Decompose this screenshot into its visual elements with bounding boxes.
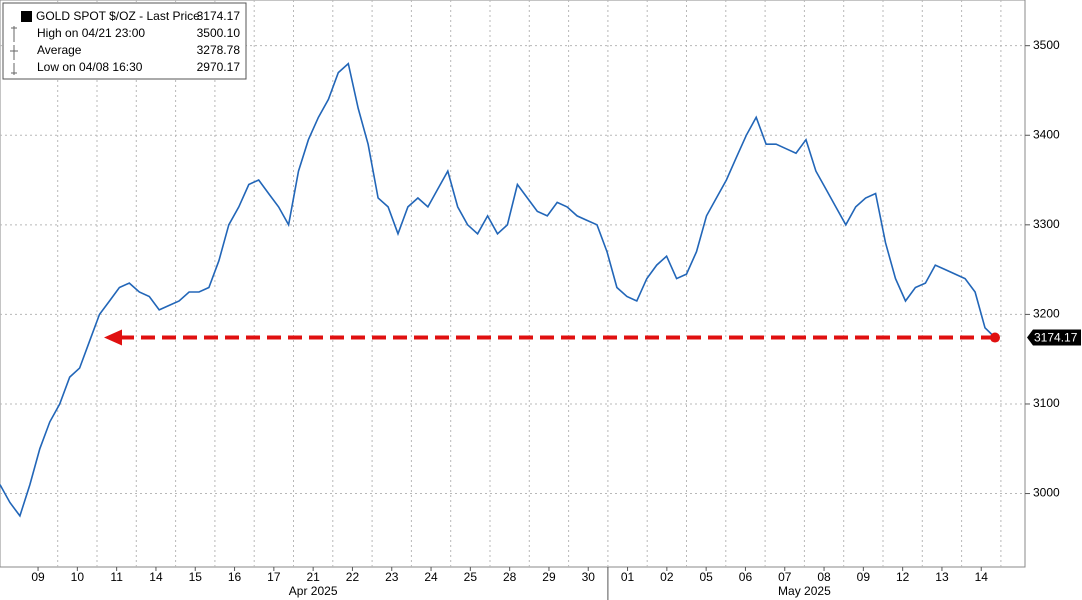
legend: GOLD SPOT $/OZ - Last Price 3174.17 High…	[2, 2, 247, 80]
legend-swatch	[21, 11, 32, 22]
x-tick-label: 25	[464, 570, 478, 584]
y-tick-label: 3500	[1033, 38, 1060, 52]
y-tick-label: 3200	[1033, 307, 1060, 321]
x-tick-label: 14	[975, 570, 989, 584]
arrow-head	[104, 329, 122, 346]
price-line	[0, 62, 996, 518]
legend-icons	[10, 26, 18, 75]
x-tick-label: 17	[267, 570, 281, 584]
x-tick-label: 14	[149, 570, 163, 584]
last-price-dot	[990, 332, 1000, 343]
y-tick-label: 3100	[1033, 396, 1060, 410]
legend-label: GOLD SPOT $/OZ - Last Price	[36, 9, 200, 23]
x-tick-label: 30	[582, 570, 596, 584]
x-tick-label: 01	[621, 570, 635, 584]
x-tick-label: 22	[346, 570, 360, 584]
x-tick-label: 24	[424, 570, 438, 584]
y-tick-label: 3000	[1033, 486, 1060, 500]
x-tick-label: 08	[817, 570, 831, 584]
plot-area	[0, 0, 1026, 568]
legend-box	[2, 2, 247, 80]
x-tick-label: 06	[739, 570, 753, 584]
x-tick-label: 13	[935, 570, 949, 584]
x-tick-label: 05	[699, 570, 713, 584]
x-tick-label: 23	[385, 570, 399, 584]
x-tick-label: 09	[31, 570, 45, 584]
x-tick-label: 16	[228, 570, 242, 584]
x-tick-label: 11	[110, 570, 123, 584]
x-tick-label: 07	[778, 570, 792, 584]
x-tick-label: 21	[306, 570, 320, 584]
y-tick-label: 3400	[1033, 127, 1060, 141]
month-label: Apr 2025	[289, 584, 338, 598]
last-price-label: 3174.17	[1034, 331, 1078, 345]
stat-value: 3500.10	[197, 26, 241, 40]
x-tick-label: 09	[857, 570, 871, 584]
stat-label: Low on 04/08 16:30	[37, 60, 143, 74]
x-tick-label: 15	[189, 570, 203, 584]
y-tick-label: 3300	[1033, 217, 1060, 231]
x-tick-label: 10	[71, 570, 85, 584]
x-tick-label: 28	[503, 570, 517, 584]
stat-label: High on 04/21 23:00	[37, 26, 145, 40]
last-price-box	[1027, 329, 1081, 346]
stat-value: 3278.78	[197, 43, 241, 57]
x-tick-label: 29	[542, 570, 556, 584]
x-tick-label: 02	[660, 570, 674, 584]
x-tick-label: 12	[896, 570, 910, 584]
month-label: May 2025	[778, 584, 831, 598]
legend-value: 3174.17	[197, 9, 241, 23]
stat-value: 2970.17	[197, 60, 241, 74]
stat-label: Average	[37, 43, 82, 57]
